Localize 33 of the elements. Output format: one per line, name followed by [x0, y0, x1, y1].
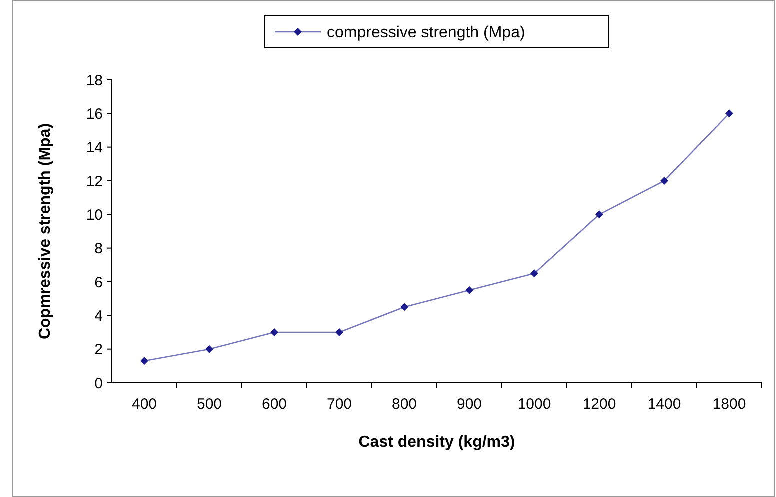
point — [336, 328, 344, 336]
y-tick-label: 4 — [94, 308, 103, 325]
point — [660, 177, 668, 185]
point — [726, 110, 734, 118]
y-tick-label: 14 — [86, 140, 103, 157]
y-tick-label: 12 — [86, 173, 103, 190]
y-tick-label: 10 — [86, 206, 103, 224]
y-tick-label: 6 — [94, 274, 103, 292]
point — [530, 270, 538, 278]
x-tick-label: 500 — [196, 396, 222, 413]
y-tick-label: 8 — [94, 240, 103, 258]
x-tick-label: 400 — [132, 396, 158, 413]
legend-label: compressive strength (Mpa) — [327, 24, 526, 42]
point — [140, 357, 148, 366]
y-tick-label: 2 — [94, 342, 103, 359]
x-tick-label: 800 — [392, 396, 418, 413]
point — [466, 286, 474, 294]
point — [400, 303, 408, 312]
point — [206, 345, 214, 354]
x-tick-label: 1400 — [648, 396, 682, 413]
x-tick-label: 1800 — [712, 396, 746, 413]
x-tick-label: 1200 — [582, 396, 616, 413]
y-tick-label: 0 — [94, 375, 103, 392]
y-axis-title: Copmressive strength (Mpa) — [37, 123, 54, 340]
x-tick-label: 1000 — [518, 396, 552, 413]
point — [270, 328, 278, 336]
x-axis-title: Cast density (kg/m3) — [358, 434, 516, 451]
point — [596, 210, 604, 219]
x-tick-label: 700 — [326, 396, 352, 413]
x-tick-label: 900 — [456, 396, 482, 413]
x-tick-label: 600 — [262, 396, 288, 413]
y-tick-label: 18 — [86, 72, 103, 90]
y-tick-label: 16 — [86, 106, 103, 123]
